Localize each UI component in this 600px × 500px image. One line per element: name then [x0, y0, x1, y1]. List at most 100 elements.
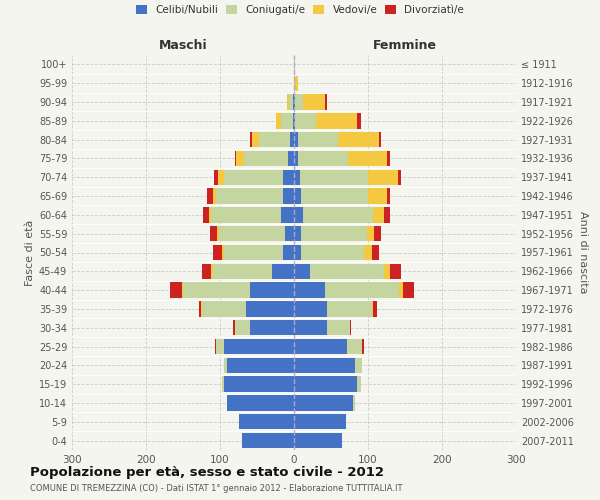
Bar [338, 132, 379, 148]
Bar [328, 320, 349, 336]
Bar [325, 282, 399, 298]
Bar [384, 264, 390, 279]
Bar [250, 132, 252, 148]
Bar [170, 282, 182, 298]
Bar [293, 113, 294, 128]
Text: Femmine: Femmine [373, 39, 437, 52]
Bar [403, 282, 414, 298]
Bar [287, 94, 289, 110]
Bar [300, 170, 368, 185]
Bar [294, 170, 300, 185]
Bar [289, 94, 293, 110]
Bar [203, 207, 209, 222]
Y-axis label: Anni di nascita: Anni di nascita [578, 211, 587, 294]
Bar [294, 282, 325, 298]
Bar [398, 170, 401, 185]
Bar [301, 245, 364, 260]
Bar [355, 358, 362, 373]
Bar [298, 132, 338, 148]
Bar [224, 339, 294, 354]
Bar [301, 226, 367, 242]
Bar [285, 226, 294, 242]
Bar [294, 320, 328, 336]
Bar [368, 170, 398, 185]
Bar [357, 113, 361, 128]
Bar [236, 150, 244, 166]
Bar [206, 188, 212, 204]
Bar [227, 396, 294, 410]
Bar [212, 188, 216, 204]
Bar [246, 301, 294, 316]
Bar [294, 76, 295, 91]
Bar [216, 339, 224, 354]
Bar [281, 207, 294, 222]
Bar [244, 150, 288, 166]
Bar [283, 188, 294, 204]
Bar [294, 301, 328, 316]
Bar [199, 301, 201, 316]
Bar [224, 170, 283, 185]
Bar [202, 301, 246, 316]
Bar [298, 150, 348, 166]
Bar [399, 282, 403, 298]
Bar [294, 433, 342, 448]
Bar [294, 132, 298, 148]
Bar [283, 170, 294, 185]
Bar [209, 226, 217, 242]
Bar [288, 150, 294, 166]
Bar [239, 414, 294, 430]
Text: Popolazione per età, sesso e stato civile - 2012: Popolazione per età, sesso e stato civil… [30, 466, 384, 479]
Bar [390, 264, 401, 279]
Bar [290, 132, 294, 148]
Bar [367, 226, 374, 242]
Bar [379, 132, 380, 148]
Bar [211, 207, 281, 222]
Bar [310, 264, 384, 279]
Bar [252, 132, 259, 148]
Bar [295, 113, 316, 128]
Bar [217, 226, 218, 242]
Bar [362, 339, 364, 354]
Bar [295, 76, 298, 91]
Bar [275, 113, 281, 128]
Bar [294, 150, 298, 166]
Bar [294, 396, 353, 410]
Bar [368, 188, 386, 204]
Bar [348, 150, 386, 166]
Bar [303, 94, 325, 110]
Bar [386, 150, 390, 166]
Bar [218, 226, 285, 242]
Bar [212, 245, 222, 260]
Bar [214, 170, 218, 185]
Bar [294, 245, 301, 260]
Bar [373, 207, 384, 222]
Bar [364, 245, 372, 260]
Bar [303, 207, 373, 222]
Text: COMUNE DI TREMEZZINA (CO) - Dati ISTAT 1° gennaio 2012 - Elaborazione TUTTITALIA: COMUNE DI TREMEZZINA (CO) - Dati ISTAT 1… [30, 484, 403, 493]
Bar [212, 264, 272, 279]
Bar [182, 282, 183, 298]
Bar [294, 94, 295, 110]
Bar [272, 264, 294, 279]
Bar [374, 226, 382, 242]
Bar [222, 376, 224, 392]
Bar [372, 245, 379, 260]
Bar [242, 433, 294, 448]
Bar [235, 320, 250, 336]
Bar [353, 396, 355, 410]
Bar [372, 301, 373, 316]
Bar [328, 301, 372, 316]
Bar [235, 150, 236, 166]
Bar [347, 339, 362, 354]
Text: Maschi: Maschi [158, 39, 208, 52]
Bar [373, 301, 377, 316]
Bar [294, 414, 346, 430]
Bar [211, 264, 212, 279]
Bar [294, 339, 347, 354]
Bar [325, 94, 326, 110]
Bar [224, 376, 294, 392]
Bar [294, 358, 355, 373]
Bar [294, 113, 295, 128]
Bar [357, 376, 361, 392]
Bar [216, 188, 283, 204]
